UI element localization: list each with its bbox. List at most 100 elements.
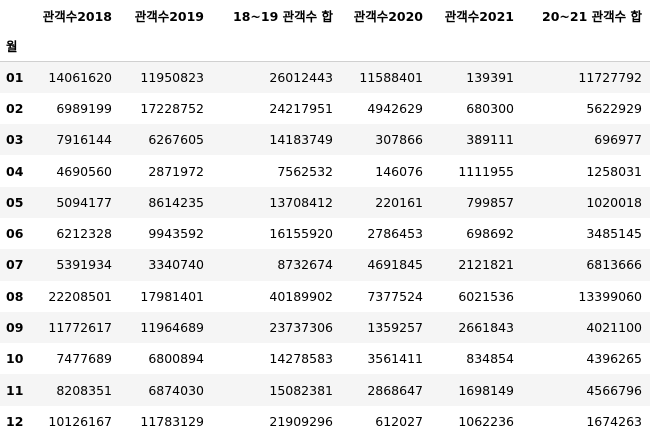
table-cell: 13399060 (522, 281, 650, 312)
row-index: 04 (0, 155, 32, 186)
table-header: 관객수2018 관객수2019 18~19 관객수 합 관객수2020 관객수2… (0, 0, 650, 62)
table-cell: 13708412 (212, 187, 341, 218)
table-cell: 6267605 (120, 124, 212, 155)
table-cell: 6800894 (120, 343, 212, 374)
table-cell: 11772617 (32, 312, 120, 343)
table-cell: 26012443 (212, 62, 341, 93)
row-index: 02 (0, 93, 32, 124)
table-cell: 1062236 (431, 406, 522, 437)
table-cell: 307866 (341, 124, 431, 155)
column-header: 관객수2018 (32, 0, 120, 30)
column-header: 관객수2019 (120, 0, 212, 30)
table-cell: 3561411 (341, 343, 431, 374)
table-cell: 2786453 (341, 218, 431, 249)
table-cell: 8732674 (212, 249, 341, 280)
table-cell: 3485145 (522, 218, 650, 249)
table-cell: 1698149 (431, 374, 522, 405)
index-name: 월 (0, 30, 32, 62)
table-cell: 14061620 (32, 62, 120, 93)
table-cell: 10126167 (32, 406, 120, 437)
table-cell: 5094177 (32, 187, 120, 218)
table-cell: 7562532 (212, 155, 341, 186)
table-cell: 5391934 (32, 249, 120, 280)
table-cell: 1020018 (522, 187, 650, 218)
table-cell: 17981401 (120, 281, 212, 312)
table-cell: 6874030 (120, 374, 212, 405)
table-cell: 11964689 (120, 312, 212, 343)
row-index: 06 (0, 218, 32, 249)
table-cell: 11588401 (341, 62, 431, 93)
row-index: 09 (0, 312, 32, 343)
table-cell: 139391 (431, 62, 522, 93)
table-cell: 40189902 (212, 281, 341, 312)
table-cell: 6212328 (32, 218, 120, 249)
table-cell: 680300 (431, 93, 522, 124)
table-cell: 8614235 (120, 187, 212, 218)
table-cell: 698692 (431, 218, 522, 249)
table-cell: 4566796 (522, 374, 650, 405)
table-cell: 2661843 (431, 312, 522, 343)
table-cell: 6021536 (431, 281, 522, 312)
table-cell: 1674263 (522, 406, 650, 437)
table-cell: 14278583 (212, 343, 341, 374)
table-cell: 4691845 (341, 249, 431, 280)
row-index: 08 (0, 281, 32, 312)
table-cell: 4021100 (522, 312, 650, 343)
table-cell: 1359257 (341, 312, 431, 343)
row-index: 03 (0, 124, 32, 155)
table-cell: 1111955 (431, 155, 522, 186)
table-cell: 220161 (341, 187, 431, 218)
table-cell: 14183749 (212, 124, 341, 155)
table-cell: 799857 (431, 187, 522, 218)
table-cell: 6813666 (522, 249, 650, 280)
table-cell: 1258031 (522, 155, 650, 186)
table-cell: 9943592 (120, 218, 212, 249)
row-index: 07 (0, 249, 32, 280)
table-cell: 16155920 (212, 218, 341, 249)
column-header: 18~19 관객수 합 (212, 0, 341, 30)
column-header: 관객수2020 (341, 0, 431, 30)
row-index: 12 (0, 406, 32, 437)
table-cell: 11727792 (522, 62, 650, 93)
table-cell: 8208351 (32, 374, 120, 405)
table-cell: 146076 (341, 155, 431, 186)
table-cell: 6989199 (32, 93, 120, 124)
table-cell: 834854 (431, 343, 522, 374)
table-cell: 22208501 (32, 281, 120, 312)
column-header: 관객수2021 (431, 0, 522, 30)
table-cell: 7377524 (341, 281, 431, 312)
table-cell: 612027 (341, 406, 431, 437)
table-cell: 696977 (522, 124, 650, 155)
table-cell: 15082381 (212, 374, 341, 405)
corner-cell (0, 0, 32, 30)
table-cell: 7477689 (32, 343, 120, 374)
table-cell: 11783129 (120, 406, 212, 437)
column-header-row: 관객수2018 관객수2019 18~19 관객수 합 관객수2020 관객수2… (0, 0, 650, 30)
table-cell: 4942629 (341, 93, 431, 124)
column-header: 20~21 관객수 합 (522, 0, 650, 30)
table-cell: 23737306 (212, 312, 341, 343)
row-index: 05 (0, 187, 32, 218)
table-cell: 2868647 (341, 374, 431, 405)
table-cell: 389111 (431, 124, 522, 155)
row-index: 10 (0, 343, 32, 374)
table-cell: 21909296 (212, 406, 341, 437)
table-cell: 2121821 (431, 249, 522, 280)
table-cell: 24217951 (212, 93, 341, 124)
table-cell: 17228752 (120, 93, 212, 124)
table-cell: 7916144 (32, 124, 120, 155)
index-name-row: 월 (0, 30, 650, 62)
row-index: 01 (0, 62, 32, 93)
